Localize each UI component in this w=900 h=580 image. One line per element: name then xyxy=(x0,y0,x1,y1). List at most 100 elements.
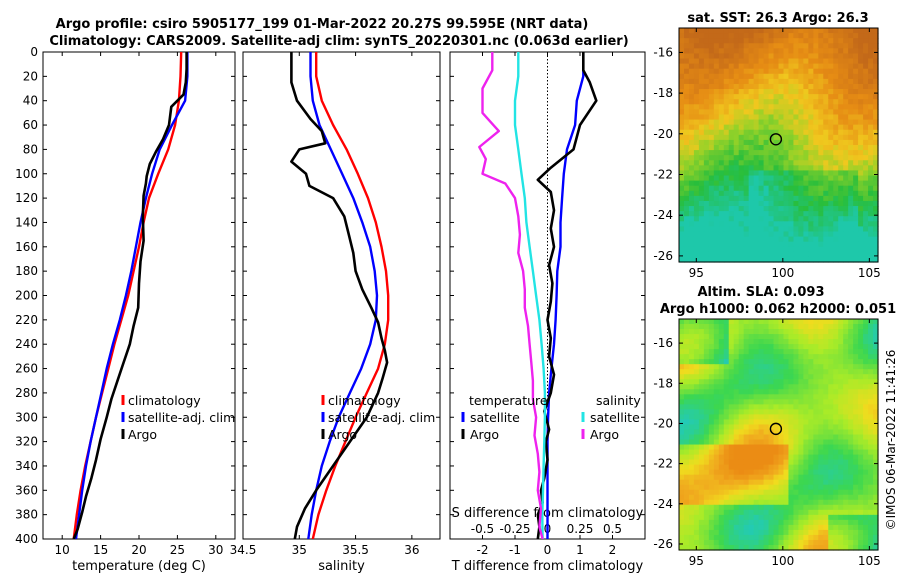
map-cell xyxy=(778,374,785,380)
map-cell xyxy=(788,211,795,217)
map-cell xyxy=(743,384,750,390)
map-cell xyxy=(773,114,780,121)
map-cell xyxy=(818,48,824,55)
map-cell xyxy=(783,544,790,551)
map-cell xyxy=(698,354,705,360)
map-cell xyxy=(693,145,700,151)
map-cell xyxy=(793,109,799,116)
map-cell xyxy=(698,53,705,60)
map-cell xyxy=(838,444,844,451)
map-cell xyxy=(693,524,700,531)
map-cell xyxy=(803,216,809,222)
map-cell xyxy=(703,145,710,151)
map-cell xyxy=(803,119,809,126)
map-cell xyxy=(703,469,710,476)
map-cell xyxy=(743,534,750,541)
map-cell xyxy=(683,449,690,456)
map-cell xyxy=(868,73,874,80)
map-cell xyxy=(828,211,834,217)
map-cell xyxy=(808,369,814,375)
map-cell xyxy=(758,134,765,141)
map-cell xyxy=(738,404,745,410)
map-cell xyxy=(768,226,775,233)
map-cell xyxy=(873,469,879,476)
map-cell xyxy=(823,221,829,227)
map-cell xyxy=(728,469,735,476)
map-cell xyxy=(803,145,809,151)
map-cell xyxy=(778,534,785,541)
map-cell xyxy=(763,78,770,85)
map-cell xyxy=(768,519,775,526)
map-cell xyxy=(788,424,795,431)
map-cell xyxy=(698,139,705,146)
map-cell xyxy=(828,469,834,476)
map-cell xyxy=(728,221,735,227)
map-cell xyxy=(693,99,700,105)
map-cell xyxy=(698,160,705,166)
map-y-tick-label: -16 xyxy=(653,45,673,59)
map-cell xyxy=(783,221,790,227)
map-cell xyxy=(828,329,834,335)
map-cell xyxy=(873,165,879,172)
map-cell xyxy=(828,474,834,481)
map-cell xyxy=(763,150,770,156)
map-cell xyxy=(793,58,799,65)
map-cell xyxy=(728,419,735,426)
map-cell xyxy=(858,170,864,177)
map-cell xyxy=(853,369,859,375)
map-cell xyxy=(723,404,730,410)
map-cell xyxy=(708,324,715,330)
map-cell xyxy=(848,206,854,212)
map-cell xyxy=(783,160,790,166)
map-cell xyxy=(823,359,829,365)
map-cell xyxy=(818,499,824,506)
map-cell xyxy=(679,484,685,491)
map-cell xyxy=(713,529,720,536)
map-cell xyxy=(679,33,685,39)
map-cell xyxy=(763,339,770,345)
map-cell xyxy=(713,206,720,212)
map-cell xyxy=(683,389,690,395)
map-cell xyxy=(858,94,864,100)
map-cell xyxy=(808,246,814,253)
map-cell xyxy=(813,379,819,385)
map-cell xyxy=(763,454,770,461)
map-cell xyxy=(798,139,804,146)
map-cell xyxy=(679,479,685,486)
map-cell xyxy=(838,544,844,551)
map-cell xyxy=(853,374,859,380)
map-cell xyxy=(698,190,705,197)
map-cell xyxy=(873,329,879,335)
map-cell xyxy=(788,524,795,531)
map-cell xyxy=(773,439,780,446)
map-cell xyxy=(743,494,750,501)
map-cell xyxy=(823,175,829,182)
map-cell xyxy=(728,404,735,410)
map-cell xyxy=(738,349,745,355)
map-cell xyxy=(758,334,765,340)
map-cell xyxy=(853,251,859,258)
map-cell xyxy=(768,155,775,161)
map-cell xyxy=(803,129,809,136)
map-cell xyxy=(853,524,859,531)
map-cell xyxy=(813,339,819,345)
map-cell xyxy=(793,454,799,461)
map-cell xyxy=(813,519,819,526)
map-cell xyxy=(773,424,780,431)
map-cell xyxy=(858,180,864,187)
map-cell xyxy=(688,499,695,506)
map-cell xyxy=(818,221,824,227)
map-cell xyxy=(813,89,819,95)
map-cell xyxy=(828,78,834,85)
map-cell xyxy=(698,484,705,491)
map-cell xyxy=(723,206,730,212)
map-cell xyxy=(679,206,685,212)
map-cell xyxy=(763,246,770,253)
map-cell xyxy=(723,379,730,385)
map-cell xyxy=(873,354,879,360)
map-cell xyxy=(868,424,874,431)
map-cell xyxy=(718,334,725,340)
map-cell xyxy=(718,379,725,385)
map-cell xyxy=(718,170,725,177)
map-cell xyxy=(708,256,715,263)
